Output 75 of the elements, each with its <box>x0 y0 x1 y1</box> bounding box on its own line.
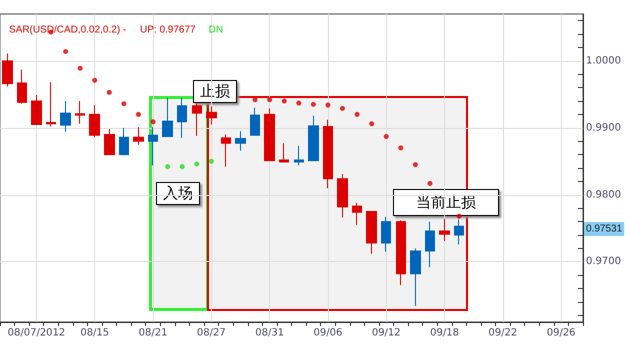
x-tick-label: 09/06 <box>314 328 342 338</box>
text: 0.97531 <box>586 224 623 234</box>
candlestick <box>2 53 13 87</box>
annotation: 止损 <box>193 80 237 103</box>
point <box>165 164 170 170</box>
point <box>63 48 68 54</box>
point <box>106 90 112 95</box>
candlestick <box>396 220 406 286</box>
candlestick <box>439 218 450 242</box>
x-tick-label: 08/31 <box>255 328 284 338</box>
point <box>78 66 83 71</box>
x-tick-label: 08/07/2012 <box>8 328 66 338</box>
candlestick <box>454 219 464 245</box>
point <box>369 121 374 126</box>
candlestick <box>89 104 100 138</box>
candlestick <box>177 97 187 138</box>
point <box>310 102 316 107</box>
candlestick <box>410 248 421 306</box>
x-tick-label: 09/12 <box>372 328 401 338</box>
point <box>267 97 272 102</box>
point <box>282 98 287 104</box>
candlestick <box>221 134 231 168</box>
y-tick-label: 0.9900 <box>586 122 621 134</box>
y-tick-label: 1.0000 <box>586 55 621 66</box>
x-tick-label: 09/18 <box>430 328 459 338</box>
point <box>150 119 156 124</box>
candlestick <box>323 119 333 189</box>
point <box>194 161 200 166</box>
candlestick <box>148 126 158 166</box>
candlestick <box>46 82 56 127</box>
candlestick <box>162 97 173 138</box>
point <box>412 162 418 168</box>
point <box>121 101 126 106</box>
candlestick <box>337 174 348 218</box>
y-tick-label: 0.9800 <box>586 189 621 200</box>
text: UP: 0.97677 <box>140 24 196 36</box>
point <box>354 112 360 117</box>
x-tick-label: 08/21 <box>138 328 168 338</box>
candlestick <box>104 128 115 156</box>
point <box>92 78 98 83</box>
candlestick <box>366 211 377 254</box>
candlestick <box>425 221 435 268</box>
candlestick <box>119 127 129 156</box>
point <box>325 102 330 108</box>
point <box>427 180 432 186</box>
candlestick <box>192 103 202 136</box>
x-tick-label: 09/22 <box>488 328 518 338</box>
text: SAR(USD/CAD,0.02,0.2) - <box>9 24 126 36</box>
x-tick-label: 09/26 <box>546 328 576 338</box>
candlestick <box>352 202 362 226</box>
candlestick <box>17 69 27 104</box>
x-tick-label: 08/27 <box>196 328 226 338</box>
candlestick <box>279 142 289 162</box>
candlestick <box>308 115 319 162</box>
candlestick <box>31 94 42 125</box>
point <box>456 214 462 219</box>
point <box>340 106 346 111</box>
x-tick-label: 08/15 <box>80 328 110 338</box>
y-tick-label: 0.9700 <box>586 256 621 268</box>
point <box>136 112 141 117</box>
candlestick <box>264 108 275 162</box>
candlestick <box>381 216 391 252</box>
point <box>208 158 214 164</box>
candlestick <box>294 145 304 166</box>
point <box>180 164 185 170</box>
candlestick <box>206 106 217 125</box>
candlestick <box>250 107 260 136</box>
candlestick <box>235 130 246 152</box>
candlestick <box>60 100 71 132</box>
candlestick <box>133 126 144 146</box>
candlestick <box>75 100 85 124</box>
text: DN <box>208 24 224 36</box>
point <box>384 134 389 140</box>
point <box>398 145 404 150</box>
point <box>296 100 302 106</box>
